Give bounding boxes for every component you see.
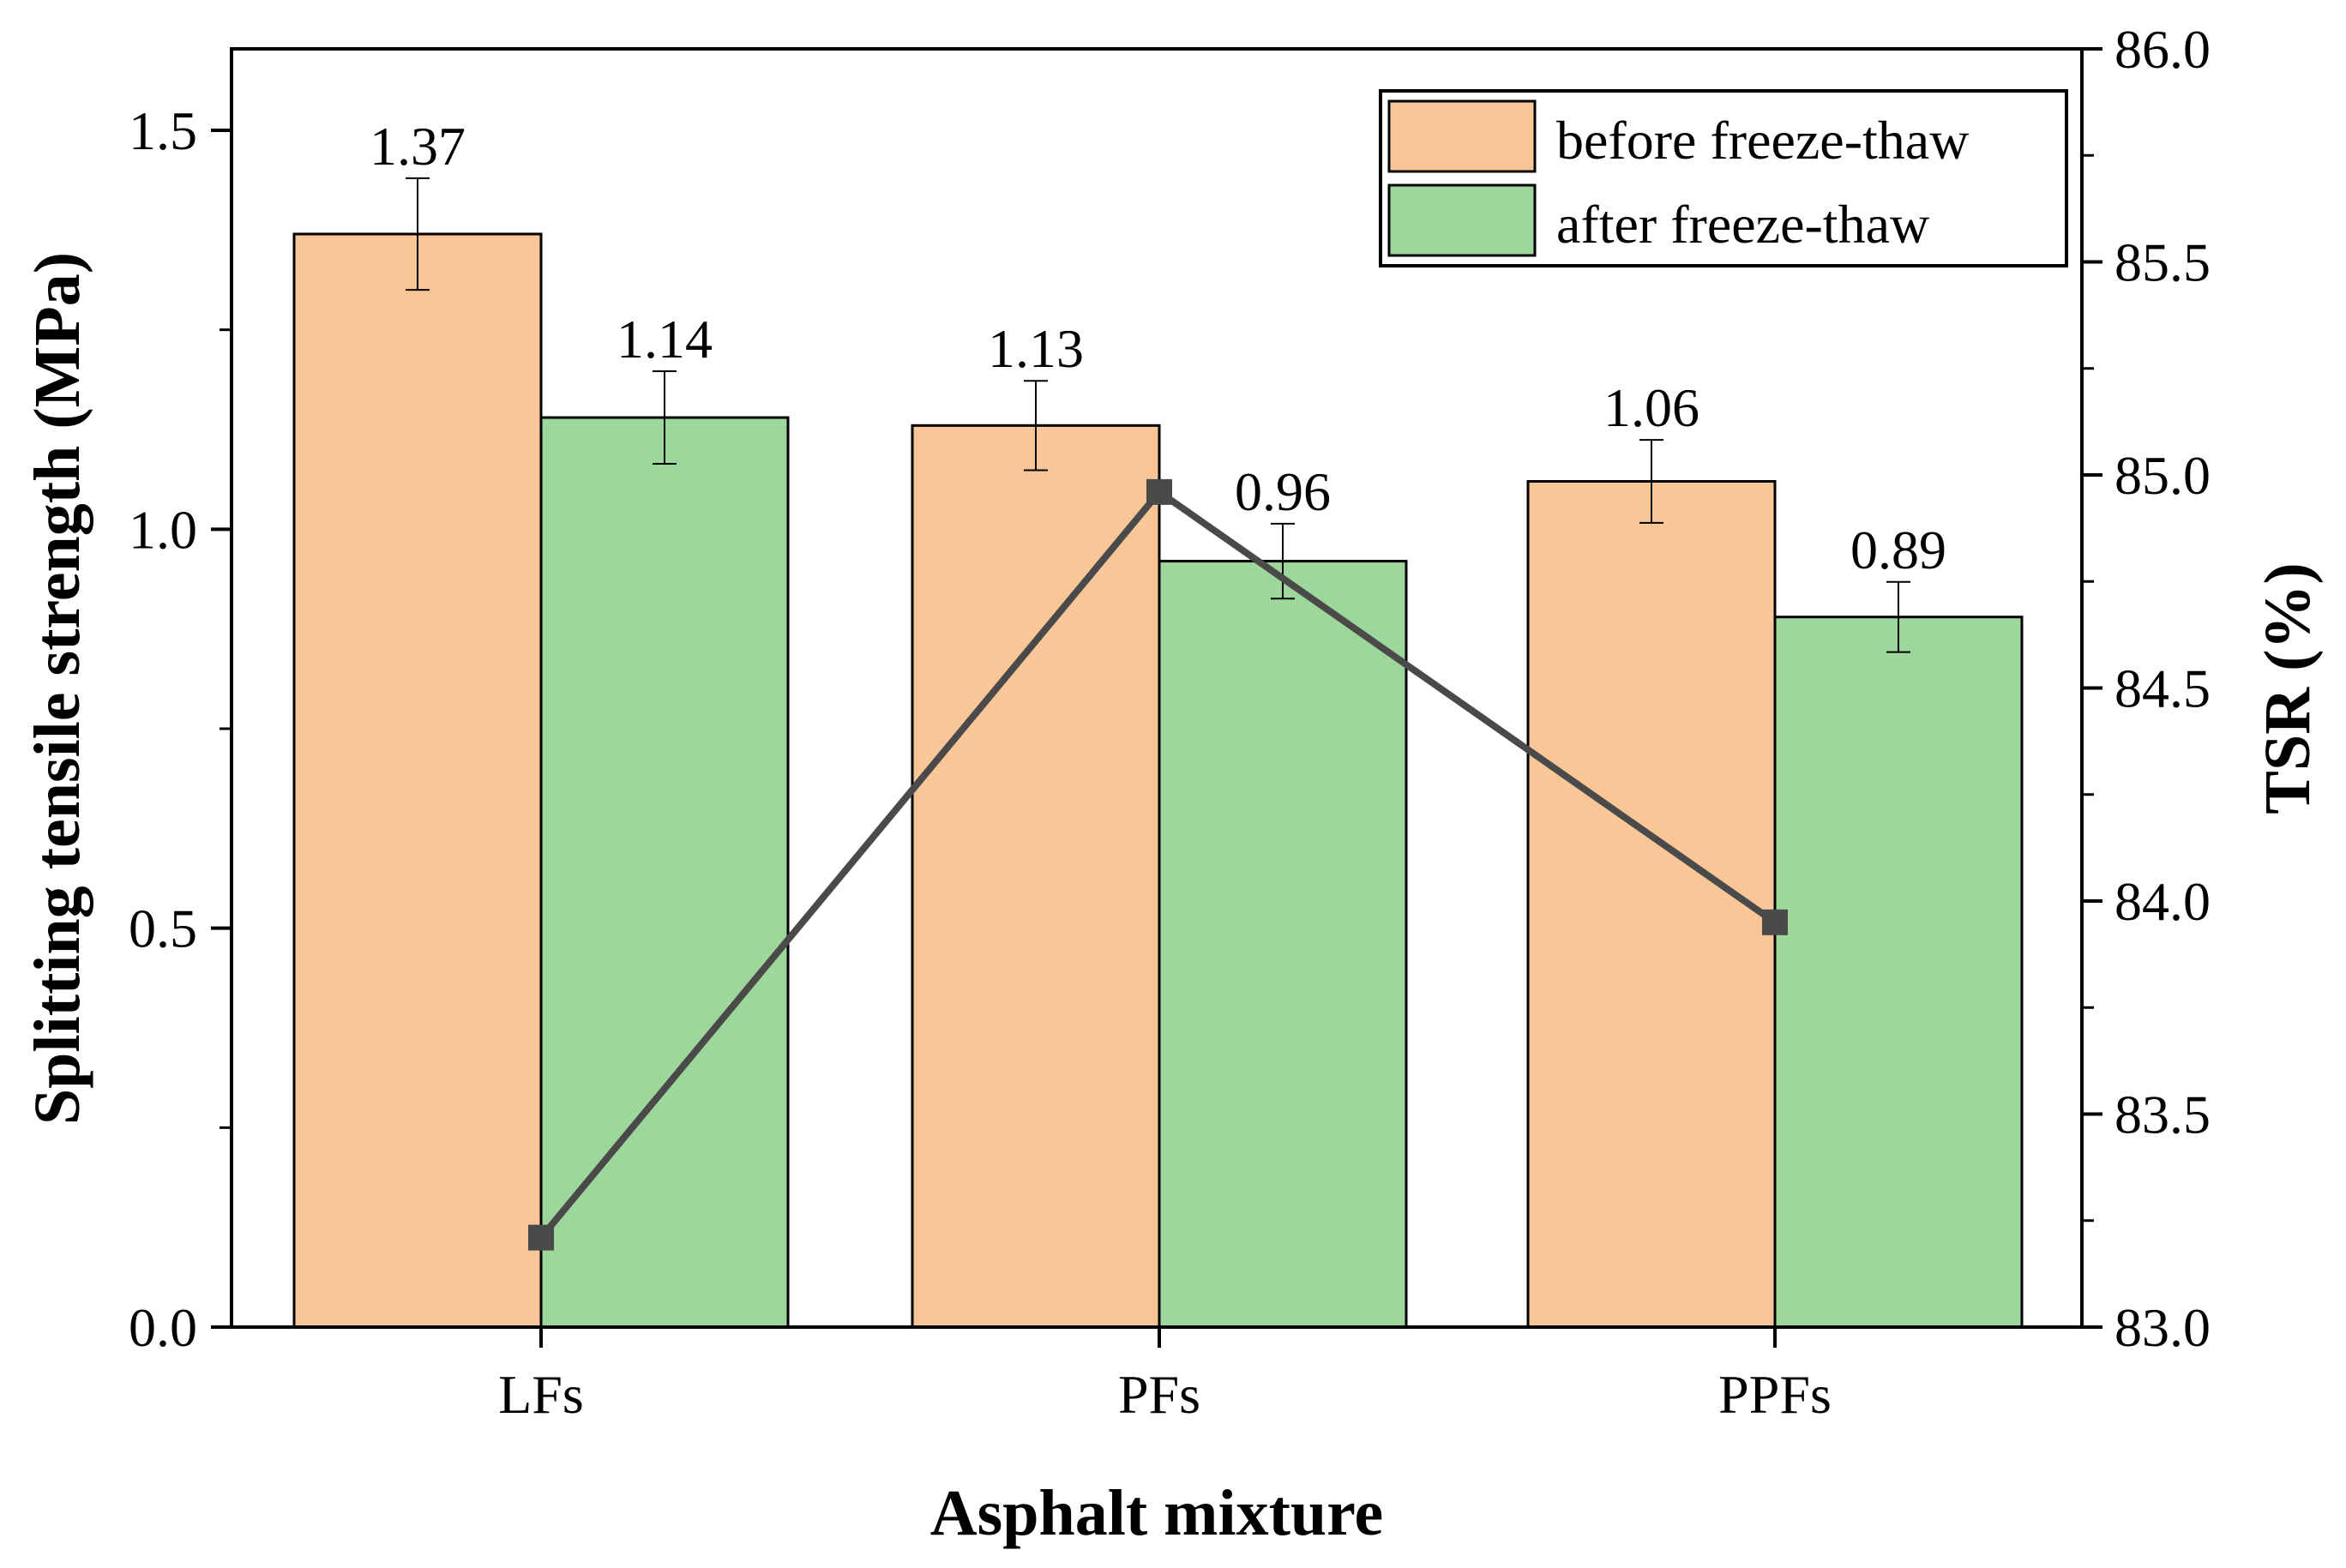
- bar-pfs-after: [1158, 560, 1408, 1329]
- data-label: 0.89: [1850, 520, 1946, 580]
- y2-tick-label: 85.5: [2114, 232, 2211, 293]
- x-tick-label-pfs: PFs: [1118, 1364, 1200, 1425]
- x-tick-label-ppfs: PPFs: [1718, 1364, 1832, 1425]
- value-labels-layer: 1.37 1.13 1.06 1.14 0.96 0.89: [370, 116, 1946, 580]
- y2-axis-title: TSR (%): [2252, 562, 2324, 814]
- data-label: 1.37: [370, 116, 466, 177]
- axes-layer: 0.0 0.5 1.0 1.5 83.0 83.5 84.0 84.5 85.0 85.5 86.0…: [129, 19, 2211, 1425]
- legend-swatch-before: [1387, 99, 1537, 173]
- y2-tick-label: 84.5: [2114, 658, 2211, 719]
- y-tick-label: 0.5: [129, 898, 197, 959]
- x-tick-label-lfs: LFs: [498, 1364, 584, 1425]
- data-label: 1.14: [617, 309, 713, 369]
- bar-pfs-before: [911, 424, 1161, 1329]
- bar-lfs-before: [292, 232, 543, 1329]
- bar-lfs-after: [539, 416, 790, 1329]
- y2-tick-label: 84.0: [2114, 871, 2211, 932]
- bars-layer: [292, 232, 2024, 1329]
- data-label: 1.13: [988, 318, 1084, 379]
- y2-tick-label: 85.0: [2114, 445, 2211, 506]
- legend-label-after: after freeze-thaw: [1556, 194, 1929, 255]
- bar-ppfs-after: [1773, 616, 2024, 1329]
- tsr-marker-lfs: [528, 1224, 554, 1251]
- legend-swatch-after: [1387, 183, 1537, 257]
- tsr-line-layer: [528, 478, 1788, 1251]
- y2-tick-label: 86.0: [2114, 19, 2211, 80]
- y-tick-label: 0.0: [129, 1297, 197, 1358]
- y-tick-label: 1.0: [129, 499, 197, 560]
- y-axis-title: Splitting tensile strength (MPa): [21, 252, 93, 1125]
- tsr-marker-ppfs: [1762, 909, 1788, 935]
- y2-tick-label: 83.5: [2114, 1084, 2211, 1145]
- legend: before freeze-thaw after freeze-thaw: [1379, 89, 2068, 267]
- errorbar-layer: [406, 177, 1910, 653]
- y-tick-label: 1.5: [129, 100, 197, 161]
- bar-ppfs-before: [1526, 479, 1777, 1329]
- x-axis-title: Asphalt mixture: [930, 1477, 1384, 1549]
- legend-label-before: before freeze-thaw: [1556, 110, 1969, 171]
- y2-tick-label: 83.0: [2114, 1297, 2211, 1358]
- data-label: 1.06: [1603, 377, 1699, 438]
- tsr-marker-pfs: [1146, 478, 1172, 505]
- data-label: 0.96: [1235, 461, 1331, 522]
